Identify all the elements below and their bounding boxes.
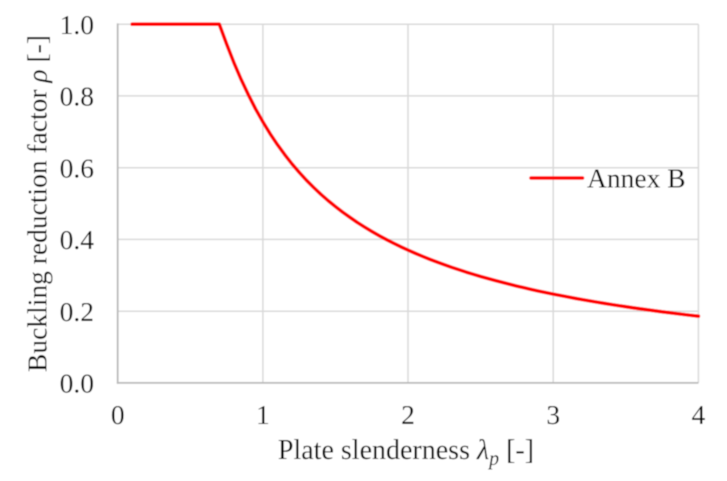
svg-text:Buckling reduction factor ρ [-: Buckling reduction factor ρ [-] — [22, 35, 53, 372]
svg-text:Annex B: Annex B — [587, 163, 686, 194]
svg-text:4: 4 — [692, 399, 706, 430]
svg-text:0.2: 0.2 — [60, 296, 94, 327]
svg-text:0.4: 0.4 — [60, 224, 95, 255]
svg-text:1: 1 — [256, 399, 270, 430]
svg-text:0.8: 0.8 — [60, 81, 94, 112]
svg-text:0.0: 0.0 — [60, 368, 94, 399]
svg-text:1.0: 1.0 — [60, 9, 94, 40]
svg-text:0.6: 0.6 — [60, 152, 94, 183]
svg-text:3: 3 — [546, 399, 560, 430]
svg-text:2: 2 — [401, 399, 415, 430]
svg-text:Plate slenderness λp [-]: Plate slenderness λp [-] — [278, 435, 534, 470]
svg-text:0: 0 — [111, 399, 125, 430]
